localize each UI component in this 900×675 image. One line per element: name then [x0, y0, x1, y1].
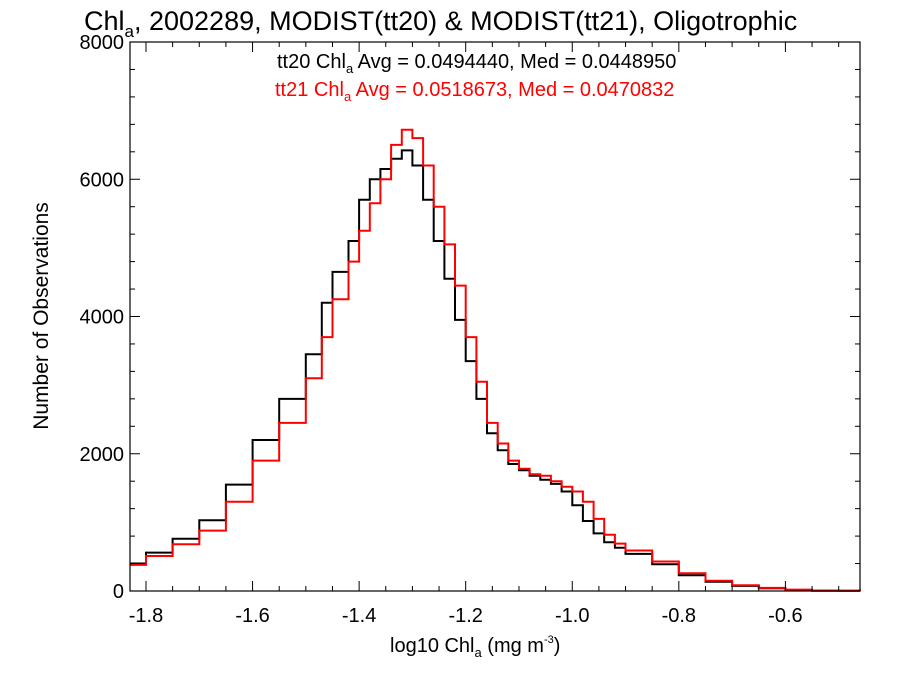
y-tick-label: 4000: [80, 307, 125, 329]
chart-title-pre: Chl: [84, 6, 125, 36]
x-axis-label-post: ): [554, 635, 561, 657]
series-layer: [130, 128, 861, 592]
plot-frame: [129, 41, 861, 592]
x-tick-label: -0.8: [662, 605, 696, 627]
x-tick-label: -1.2: [448, 605, 482, 627]
series-line-tt21: [130, 128, 861, 592]
chart-title-post: , 2002289, MODIST(tt20) & MODIST(tt21), …: [134, 6, 797, 36]
x-axis-label-superscript: -3: [544, 634, 554, 646]
y-tick-label: 0: [113, 581, 124, 603]
chart-title-subscript: a: [125, 22, 135, 41]
annotation-tt20-post: Avg = 0.0494440, Med = 0.0448950: [353, 51, 676, 73]
y-tick-label: 8000: [80, 32, 125, 54]
x-tick-label: -1.6: [235, 605, 269, 627]
annotation-tt20-subscript: a: [346, 61, 354, 76]
x-tick-label: -1.4: [342, 605, 376, 627]
y-tick-label: 6000: [80, 169, 125, 191]
x-tick-label: -1.8: [129, 605, 163, 627]
annotation-tt20: tt20 Chla Avg = 0.0494440, Med = 0.04489…: [277, 51, 676, 76]
y-axis: 0 2000 4000 6000 8000: [80, 32, 860, 603]
x-axis: -1.8 -1.6 -1.4 -1.2 -1.0 -0.8 -0.6: [129, 42, 840, 627]
series-line-tt20: [130, 149, 861, 592]
x-axis-label-mid: (mg m: [482, 635, 544, 657]
x-axis-label-pre: log10 Chl: [390, 635, 475, 657]
chart-title: Chla, 2002289, MODIST(tt20) & MODIST(tt2…: [84, 6, 797, 41]
x-tick-label: -0.6: [768, 605, 802, 627]
annotation-tt21-pre: tt21 Chl: [275, 79, 344, 101]
annotation-tt20-pre: tt20 Chl: [277, 51, 346, 73]
y-tick-label: 2000: [80, 444, 125, 466]
x-axis-label: log10 Chla (mg m-3): [390, 634, 560, 660]
annotation-tt21-subscript: a: [344, 89, 352, 104]
x-axis-label-subscript: a: [475, 645, 483, 660]
annotation-tt21-post: Avg = 0.0518673, Med = 0.0470832: [351, 79, 674, 101]
x-tick-label: -1.0: [555, 605, 589, 627]
annotation-tt21: tt21 Chla Avg = 0.0518673, Med = 0.04708…: [275, 79, 674, 104]
y-axis-label: Number of Observations: [30, 202, 53, 430]
